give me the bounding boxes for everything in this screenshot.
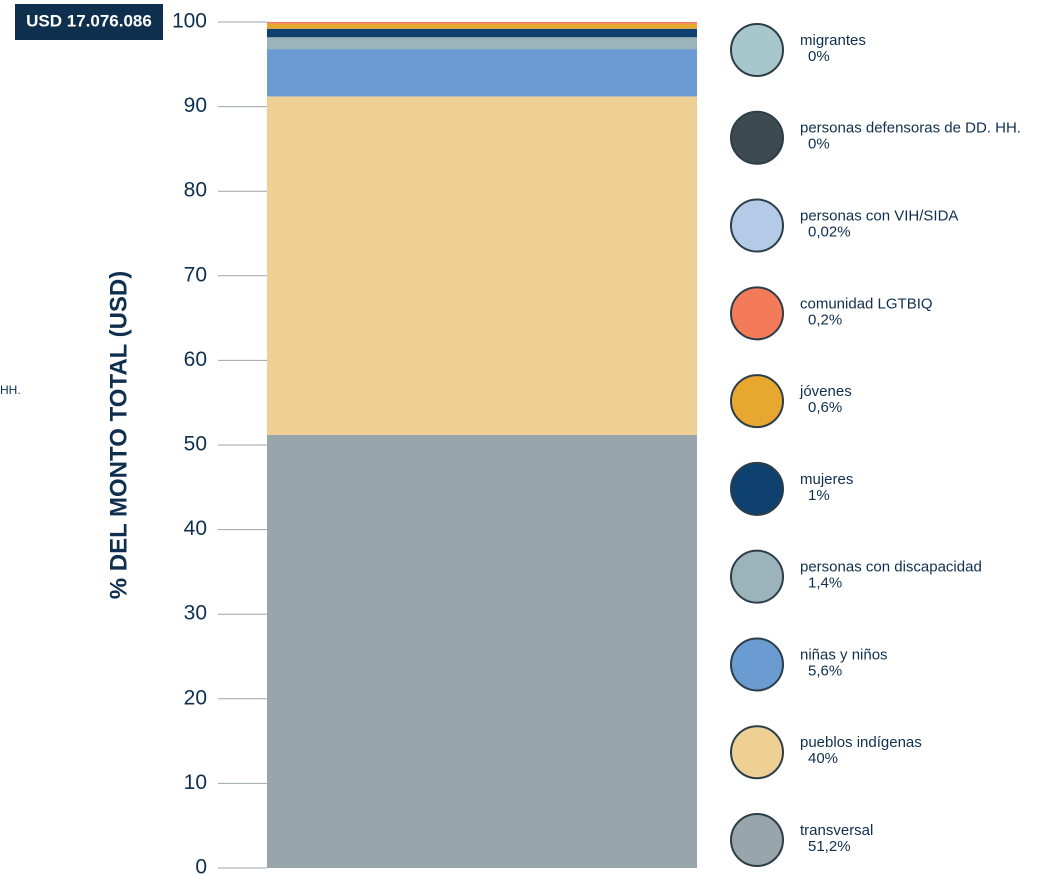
legend-icon: [730, 110, 784, 165]
legend-label: transversal: [800, 822, 873, 839]
bar-segment: [267, 434, 697, 868]
legend-icon: [730, 23, 784, 77]
y-tick-label: 80: [184, 179, 207, 202]
legend-label: personas con VIH/SIDA: [800, 208, 958, 225]
legend-value: 1%: [808, 487, 830, 504]
legend-icon: [730, 461, 784, 516]
legend-icon: [730, 549, 784, 604]
y-tick-label: 20: [184, 686, 207, 709]
y-tick-label: 0: [195, 856, 207, 874]
y-tick-label: 10: [184, 771, 207, 794]
title-box: [15, 4, 163, 40]
legend-value: 0%: [808, 136, 830, 153]
stray-text: HH.: [0, 383, 21, 397]
bar-segment: [267, 49, 697, 97]
y-tick-label: 40: [184, 517, 207, 540]
bar-segment: [267, 28, 697, 38]
legend-icon: [730, 637, 784, 692]
legend-value: 51,2%: [808, 838, 851, 855]
legend-label: personas con discapacidad: [800, 559, 982, 576]
y-tick-label: 90: [184, 94, 207, 117]
legend-value: 0,02%: [808, 224, 851, 241]
legend-value: 0,2%: [808, 311, 842, 328]
legend-label: pueblos indígenas: [800, 734, 922, 751]
legend-value: 0,6%: [808, 399, 842, 416]
legend-value: 40%: [808, 750, 838, 767]
y-tick-label: 70: [184, 263, 207, 286]
y-tick-label: 50: [184, 433, 207, 456]
chart-title: USD 17.076.086: [26, 11, 152, 30]
legend-icon: [730, 374, 784, 429]
y-tick-label: 100: [172, 10, 207, 33]
legend-icon: [730, 198, 784, 253]
legend-label: niñas y niños: [800, 646, 888, 663]
legend-value: 0%: [808, 48, 830, 65]
y-tick-label: 30: [184, 602, 207, 625]
bar-segment: [267, 22, 697, 24]
legend-icon: [730, 813, 784, 867]
y-axis-title: % DEL MONTO TOTAL (USD): [105, 271, 132, 599]
legend-label: mujeres: [800, 471, 853, 488]
y-tick-label: 60: [184, 348, 207, 371]
bar-segment: [267, 96, 697, 435]
legend-label: comunidad LGTBIQ: [800, 295, 933, 312]
legend-value: 1,4%: [808, 575, 842, 592]
legend-icon: [730, 725, 784, 780]
legend-label: personas defensoras de DD. HH.: [800, 120, 1021, 137]
legend-label: migrantes: [800, 32, 866, 49]
bar-segment: [267, 23, 697, 29]
legend-value: 5,6%: [808, 662, 842, 679]
legend-icon: [730, 286, 784, 341]
legend-label: jóvenes: [799, 383, 852, 400]
bar-segment: [267, 37, 697, 50]
